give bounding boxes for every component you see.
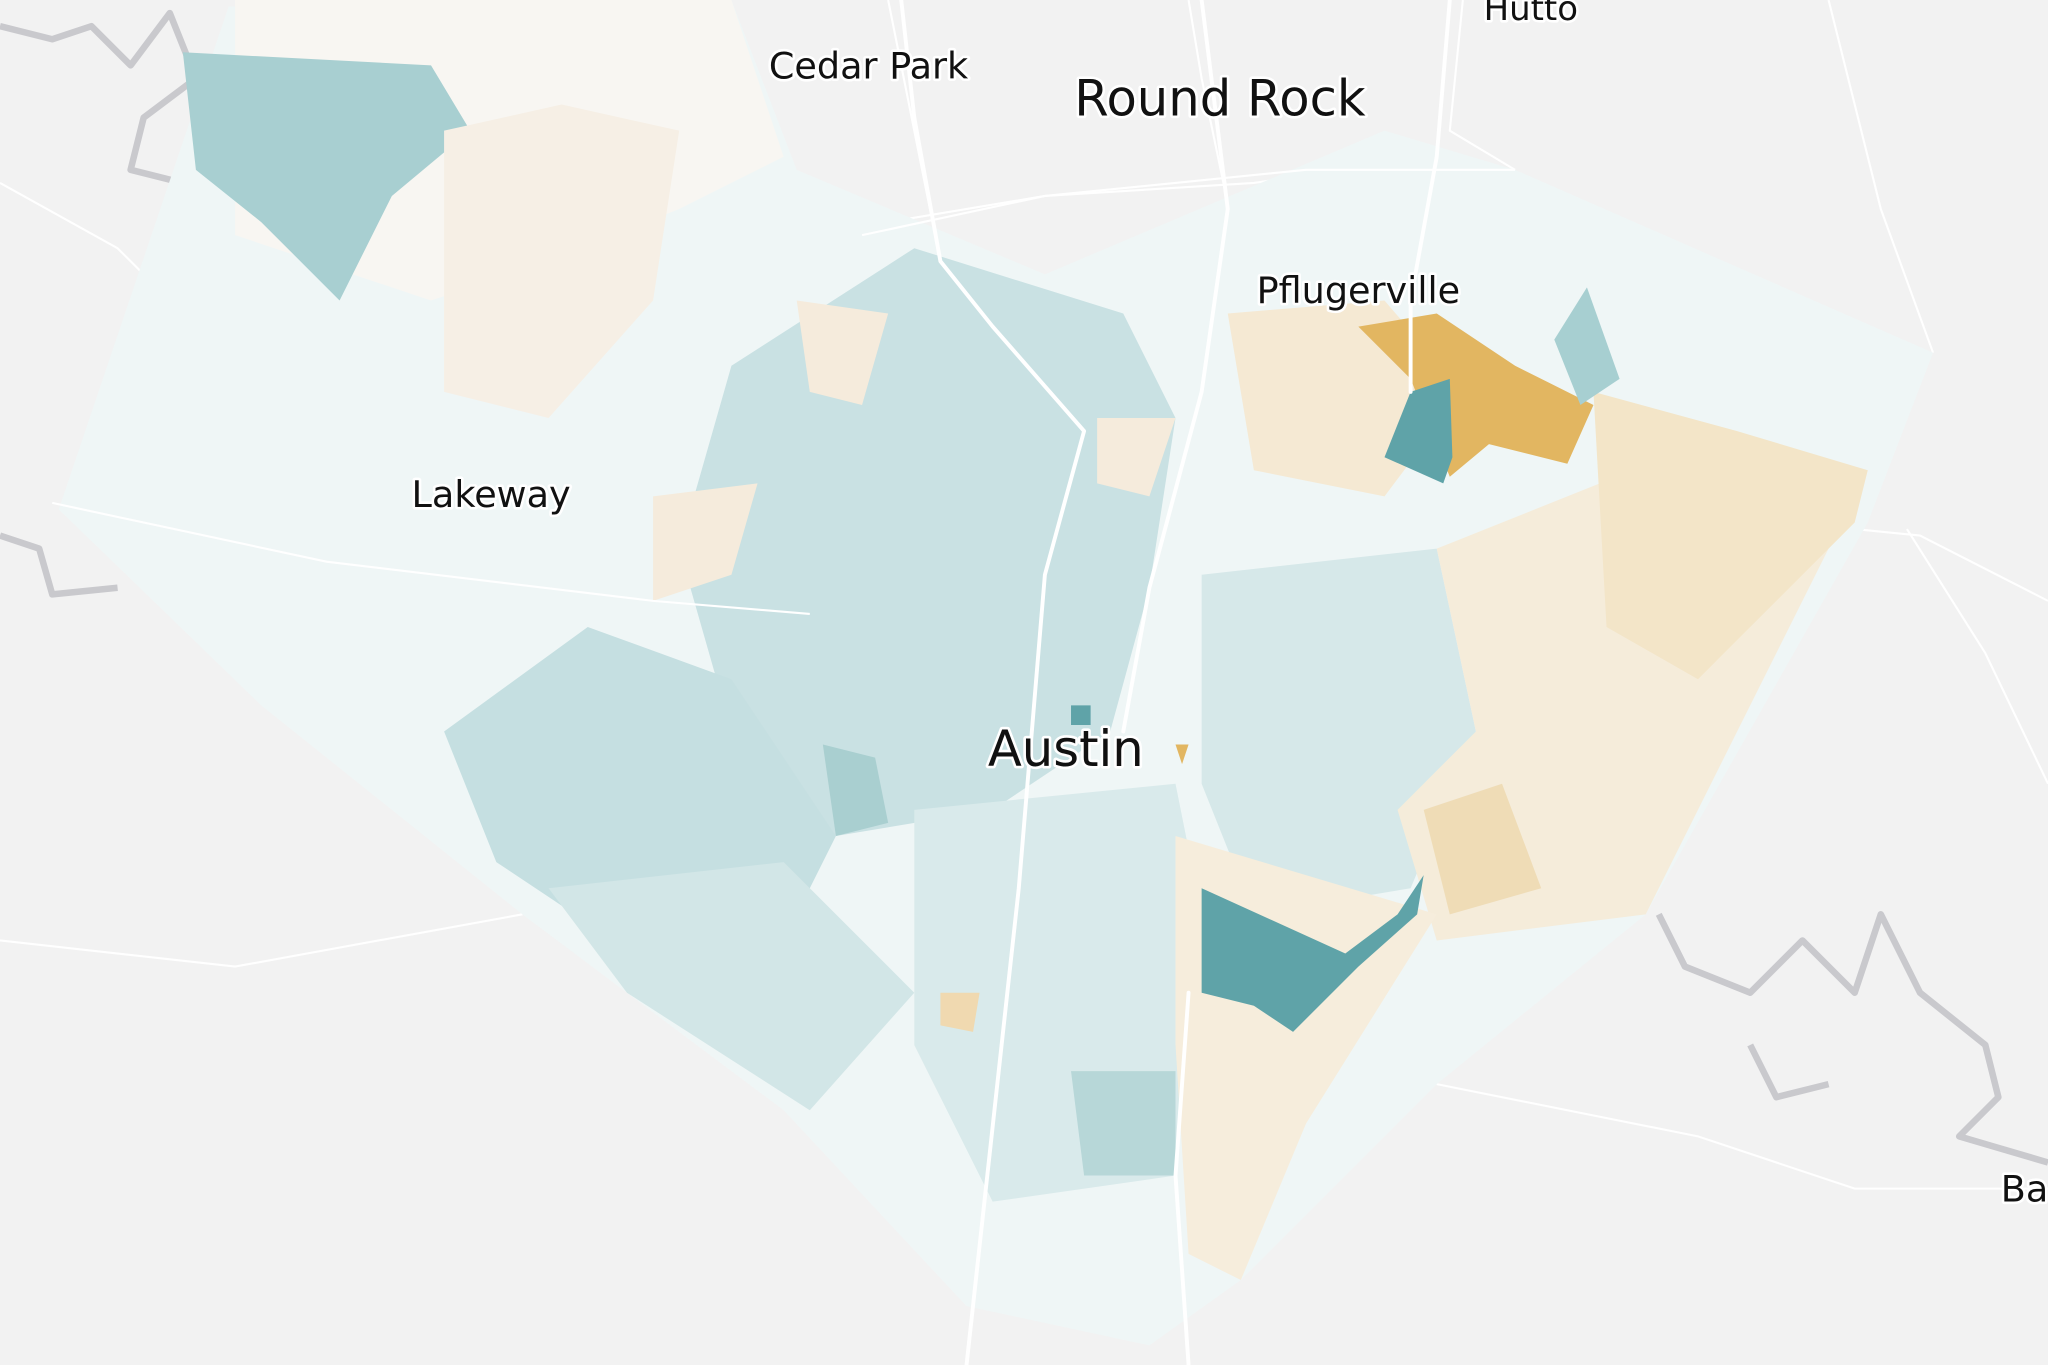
road xyxy=(1436,1083,2048,1190)
tract xyxy=(1384,378,1453,484)
river xyxy=(1747,1043,1830,1101)
tract xyxy=(796,300,889,405)
place-label: Pflugerville xyxy=(1257,269,1461,312)
road xyxy=(861,168,1516,237)
place-label: Lakeway xyxy=(412,473,571,516)
place-label: Round Rock xyxy=(1074,69,1366,127)
tract xyxy=(548,862,915,1111)
tract xyxy=(444,104,680,419)
tract xyxy=(653,483,758,601)
tract xyxy=(1201,875,1424,1032)
road xyxy=(1854,527,2048,602)
river xyxy=(0,532,118,598)
tract xyxy=(1554,287,1620,405)
tract xyxy=(1175,744,1189,765)
tract xyxy=(1358,313,1594,477)
place-label: Hutto xyxy=(1484,0,1578,29)
road xyxy=(899,0,1087,1365)
road xyxy=(52,501,810,615)
road xyxy=(1906,528,2048,785)
tract xyxy=(1593,391,1868,680)
place-label: Cedar Park xyxy=(769,44,969,87)
road xyxy=(1408,0,1452,394)
tract xyxy=(182,52,471,301)
tract xyxy=(822,744,889,836)
river xyxy=(0,9,212,224)
tract xyxy=(1071,705,1091,725)
road xyxy=(1173,990,1191,1365)
place-label: Austin xyxy=(988,720,1144,778)
road xyxy=(1827,0,1935,354)
tract xyxy=(444,626,836,941)
road xyxy=(1448,0,1516,171)
tract xyxy=(1071,1071,1176,1176)
road xyxy=(1121,0,1230,734)
tract xyxy=(1423,783,1542,915)
road xyxy=(0,913,523,968)
labels: Hutto Cedar Park Round Rock Pflugerville… xyxy=(409,0,2048,1213)
roads xyxy=(52,0,1516,1365)
tract xyxy=(940,992,980,1032)
river xyxy=(1655,911,2048,1166)
place-label: Ba xyxy=(2001,1168,2048,1211)
